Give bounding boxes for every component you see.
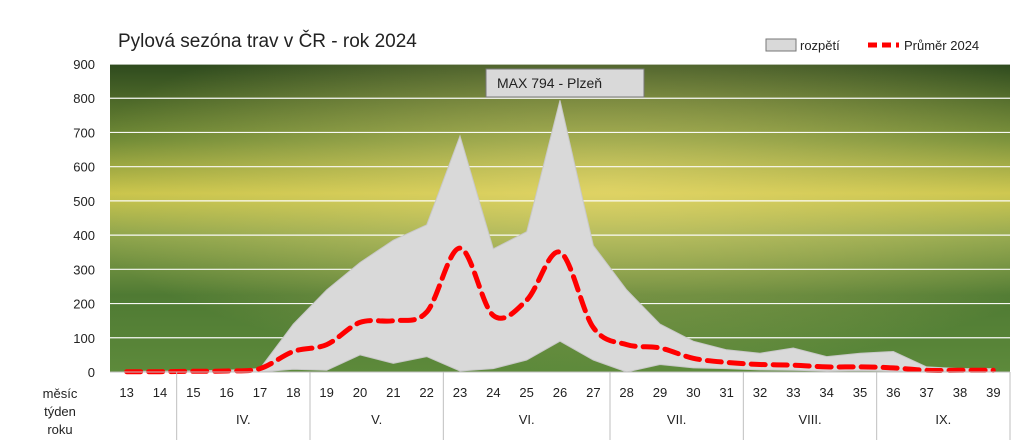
month-label-IV.: IV. — [236, 412, 251, 427]
month-label-V.: V. — [371, 412, 382, 427]
month-label-IX.: IX. — [935, 412, 951, 427]
y-axis: 0 100 200 300 400 500 600 700 800 900 — [73, 57, 95, 380]
y-tick-label-200: 200 — [73, 297, 95, 312]
x-tick-label-32: 32 — [753, 385, 767, 400]
x-tick-label-21: 21 — [386, 385, 400, 400]
legend-range-swatch — [765, 38, 797, 52]
x-tick-label-34: 34 — [819, 385, 833, 400]
max-annotation-text: MAX 794 - Plzeň — [497, 75, 602, 91]
max-annotation: MAX 794 - Plzeň — [485, 68, 645, 98]
x-axis-label-line-1: měsíc — [43, 386, 78, 401]
x-tick-label-17: 17 — [253, 385, 267, 400]
x-tick-label-36: 36 — [886, 385, 900, 400]
x-tick-label-15: 15 — [186, 385, 200, 400]
x-tick-label-26: 26 — [553, 385, 567, 400]
x-tick-label-37: 37 — [919, 385, 933, 400]
x-tick-label-13: 13 — [119, 385, 133, 400]
y-tick-label-500: 500 — [73, 194, 95, 209]
x-tick-label-29: 29 — [653, 385, 667, 400]
x-axis: měsíc týden roku 13 14 15 16 17 18 19 20 21 22 23 2… — [43, 371, 1011, 440]
x-tick-label-22: 22 — [419, 385, 433, 400]
month-label-VII.: VII. — [667, 412, 687, 427]
x-tick-label-19: 19 — [319, 385, 333, 400]
x-tick-label-18: 18 — [286, 385, 300, 400]
y-tick-label-700: 700 — [73, 125, 95, 140]
y-tick-label-600: 600 — [73, 160, 95, 175]
x-tick-label-27: 27 — [586, 385, 600, 400]
y-tick-label-300: 300 — [73, 262, 95, 277]
x-tick-label-35: 35 — [853, 385, 867, 400]
month-label-VIII.: VIII. — [798, 412, 821, 427]
x-tick-label-20: 20 — [353, 385, 367, 400]
y-tick-label-900: 900 — [73, 57, 95, 72]
x-axis-label-line-3: roku — [47, 422, 72, 437]
y-tick-label-100: 100 — [73, 331, 95, 346]
mean-line — [124, 245, 996, 375]
chart-title: Pylová sezóna trav v ČR - rok 2024 — [118, 30, 417, 52]
x-tick-label-33: 33 — [786, 385, 800, 400]
x-tick-label-28: 28 — [619, 385, 633, 400]
x-tick-label-23: 23 — [453, 385, 467, 400]
mean-line-path — [124, 245, 996, 375]
month-label-VI.: VI. — [519, 412, 535, 427]
legend-range-label: rozpětí — [800, 38, 840, 53]
max-annotation-box — [485, 68, 645, 98]
legend-mean-label: Průměr 2024 — [904, 38, 979, 53]
x-tick-label-38: 38 — [953, 385, 967, 400]
y-tick-label-400: 400 — [73, 228, 95, 243]
y-tick-label-0: 0 — [88, 365, 95, 380]
x-tick-label-24: 24 — [486, 385, 500, 400]
x-axis-label-line-2: týden — [44, 404, 76, 419]
x-tick-label-16: 16 — [219, 385, 233, 400]
x-tick-label-30: 30 — [686, 385, 700, 400]
x-tick-label-25: 25 — [519, 385, 533, 400]
legend: rozpětí Průměr 2024 — [765, 38, 979, 53]
x-tick-label-39: 39 — [986, 385, 1000, 400]
x-tick-label-31: 31 — [719, 385, 733, 400]
x-tick-label-14: 14 — [153, 385, 167, 400]
y-tick-label-800: 800 — [73, 91, 95, 106]
